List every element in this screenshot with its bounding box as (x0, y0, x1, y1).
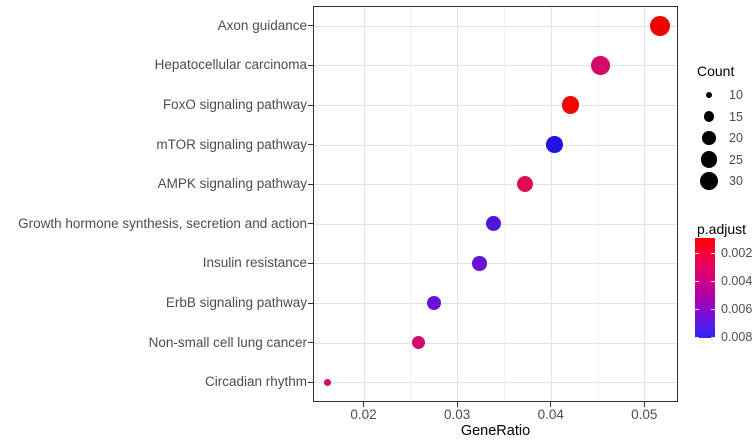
data-point (426, 295, 441, 310)
count-legend-dot (702, 131, 716, 145)
category-label: Axon guidance (217, 17, 307, 33)
count-legend-title: Count (697, 63, 735, 79)
category-label: Hepatocellular carcinoma (154, 57, 307, 73)
y-axis-tick (308, 25, 313, 27)
y-axis-tick (308, 342, 313, 344)
category-label: ErbB signaling pathway (165, 295, 307, 310)
count-size-legend: Count 10 15 20 25 30 (688, 55, 752, 205)
count-legend-label: 10 (729, 88, 743, 102)
major-gridline-x (363, 7, 365, 401)
colorbar-tick-right (711, 336, 715, 338)
minor-gridline-x (597, 7, 599, 401)
count-legend-dot (703, 111, 715, 122)
data-point (472, 256, 487, 271)
x-axis-title: GeneRatio (460, 423, 531, 439)
count-legend-dot (700, 151, 718, 168)
count-legend-label: 20 (729, 131, 743, 145)
count-legend-label: 25 (729, 152, 743, 167)
x-axis-tick (550, 402, 552, 407)
count-legend-dot (705, 91, 713, 99)
data-point (412, 335, 426, 350)
major-gridline-x (550, 7, 552, 401)
padjust-colorbar (695, 238, 715, 338)
padjust-tick-label: 0.008 (721, 329, 752, 344)
x-tick-label: 0.05 (631, 407, 658, 422)
y-axis-tick (308, 144, 313, 146)
major-gridline-y (314, 263, 677, 265)
data-point (561, 96, 579, 114)
major-gridline-y (314, 184, 677, 186)
count-legend-label: 15 (729, 109, 743, 124)
category-label: Growth hormone synthesis, secretion and … (18, 215, 307, 231)
y-axis-tick (308, 262, 313, 264)
major-gridline-y (314, 382, 677, 384)
colorbar-tick-left (695, 308, 699, 310)
major-gridline-y (314, 144, 677, 146)
data-point (486, 216, 502, 232)
data-point (591, 56, 610, 75)
x-tick-label: 0.04 (537, 407, 564, 422)
colorbar-tick-left (695, 253, 699, 255)
major-gridline-x (644, 7, 646, 401)
y-axis-tick (308, 183, 313, 185)
x-axis-tick (643, 402, 645, 407)
data-point (546, 136, 563, 153)
x-tick-label: 0.03 (443, 407, 471, 422)
major-gridline-y (314, 25, 677, 27)
y-axis-tick (308, 104, 313, 106)
padjust-legend-title: p.adjust (697, 221, 747, 237)
data-point (517, 176, 534, 193)
category-label: Circadian rhythm (204, 374, 307, 390)
y-axis-tick (308, 223, 313, 225)
count-legend-dot (699, 171, 719, 191)
category-label: FoxO signaling pathway (162, 97, 307, 112)
x-axis-tick (363, 402, 365, 407)
data-point (650, 15, 671, 36)
major-gridline-y (314, 303, 677, 304)
minor-gridline-x (410, 7, 412, 401)
major-gridline-y (314, 65, 677, 67)
y-axis-tick (308, 302, 313, 304)
padjust-color-legend: p.adjust 0.002 0.004 0.006 0.008 (688, 213, 752, 353)
padjust-tick-label: 0.004 (721, 274, 752, 289)
major-gridline-y (314, 105, 677, 106)
minor-gridline-x (316, 7, 318, 401)
category-label: AMPK signaling pathway (157, 176, 307, 192)
category-label: mTOR signaling pathway (156, 136, 307, 152)
colorbar-tick-right (711, 253, 715, 255)
padjust-tick-label: 0.006 (721, 301, 752, 316)
padjust-tick-label: 0.002 (721, 246, 752, 261)
x-axis-tick (456, 402, 458, 407)
category-label: Insulin resistance (202, 255, 307, 271)
x-tick-label: 0.02 (350, 407, 377, 422)
colorbar-tick-right (711, 308, 715, 310)
colorbar-tick-right (711, 281, 715, 283)
y-axis-tick (308, 381, 313, 383)
minor-gridline-x (503, 7, 505, 401)
count-legend-label: 30 (729, 174, 743, 188)
plot-panel (313, 6, 678, 402)
colorbar-tick-left (695, 336, 699, 338)
major-gridline-y (314, 342, 677, 344)
major-gridline-x (457, 7, 459, 401)
colorbar-tick-left (695, 281, 699, 283)
category-label: Non-small cell lung cancer (148, 334, 307, 350)
data-point (323, 378, 331, 386)
y-axis-tick (308, 64, 313, 66)
